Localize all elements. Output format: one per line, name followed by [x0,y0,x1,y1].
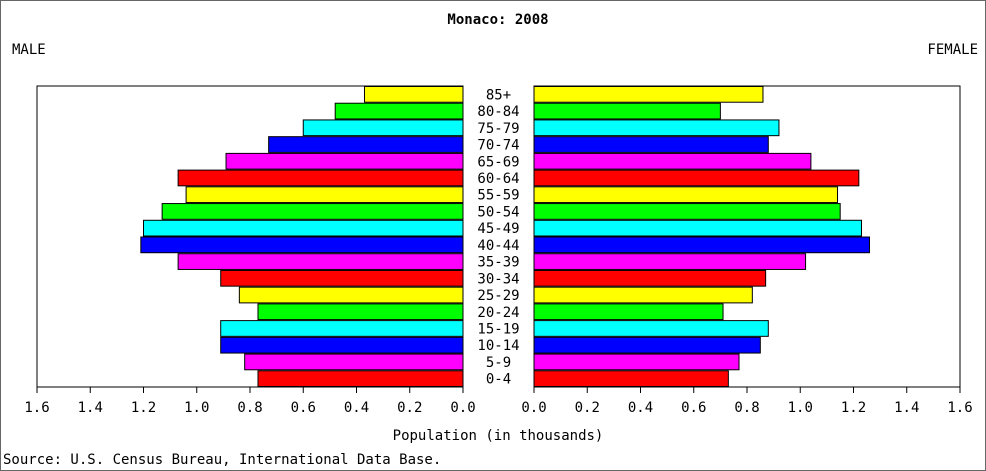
bar-female [533,186,839,204]
x-tick-label: 0.2 [397,400,422,416]
age-label: 5-9 [486,355,511,371]
x-tick-label: 1.2 [841,400,866,416]
x-tick-label: 1.0 [788,400,813,416]
bar-male [238,286,464,304]
bar-female [533,236,870,254]
bar-male [257,303,464,321]
bar-female [533,320,769,337]
bar-female [533,152,812,170]
x-tick-label: 0.6 [291,400,316,416]
bar-male [302,119,464,137]
bar-male [185,186,464,204]
bar-female [533,253,807,270]
age-label: 0-4 [486,372,511,388]
bar-female [533,86,764,103]
age-label: 45-49 [477,221,519,237]
age-label: 30-34 [477,271,519,287]
age-label: 55-59 [477,188,519,204]
bar-male [268,136,464,153]
bar-male [257,370,464,387]
bar-male [220,320,464,337]
age-label: 25-29 [477,288,519,304]
x-tick-label: 0.8 [237,400,262,416]
x-tick-label: 1.0 [184,400,209,416]
age-label: 75-79 [477,121,519,137]
chart-title: Monaco: 2008 [447,12,548,28]
age-label: 70-74 [477,138,519,154]
bar-female [533,203,841,220]
x-tick-label: 0.6 [681,400,706,416]
bar-male [225,152,464,170]
bar-female [533,286,753,304]
bar-female [533,353,740,371]
age-label: 20-24 [477,305,519,321]
bar-male [220,336,464,354]
x-tick-label: 1.4 [894,400,919,416]
bar-male [140,236,464,254]
bar-female [533,136,769,153]
legend-female: FEMALE [927,42,978,58]
x-tick-label: 1.2 [131,400,156,416]
x-tick-label: 0.8 [734,400,759,416]
bar-male [143,219,464,237]
x-tick-label: 0.4 [344,400,369,416]
age-label: 60-64 [477,171,519,187]
legend-male: MALE [12,42,46,58]
x-tick-label: 0.4 [628,400,653,416]
bar-female [533,169,860,187]
bar-female [533,303,724,321]
source: Source: U.S. Census Bureau, Internationa… [3,452,441,468]
age-label: 85+ [486,87,511,103]
x-tick-label: 1.4 [78,400,103,416]
age-label: 50-54 [477,204,519,220]
age-label: 80-84 [477,104,519,120]
x-axis-label: Population (in thousands) [393,428,604,444]
x-tick-label: 0.0 [450,400,475,416]
bar-female [533,219,862,237]
bar-male [161,203,464,220]
bar-male [177,253,464,270]
x-tick-label: 1.6 [947,400,972,416]
age-label: 65-69 [477,154,519,170]
age-label: 40-44 [477,238,519,254]
bar-male [177,169,464,187]
bar-female [533,370,729,387]
x-tick-label: 0.2 [575,400,600,416]
x-tick-label: 1.6 [24,400,49,416]
bar-male [220,269,464,287]
age-label: 35-39 [477,255,519,271]
age-label: 15-19 [477,321,519,337]
bar-female [533,119,780,137]
bar-female [533,269,767,287]
bar-female [533,102,721,120]
age-label: 10-14 [477,338,519,354]
bar-male [334,102,464,120]
bar-male [244,353,464,371]
x-tick-label: 0.0 [521,400,546,416]
bar-male [363,86,464,103]
bar-female [533,336,761,354]
